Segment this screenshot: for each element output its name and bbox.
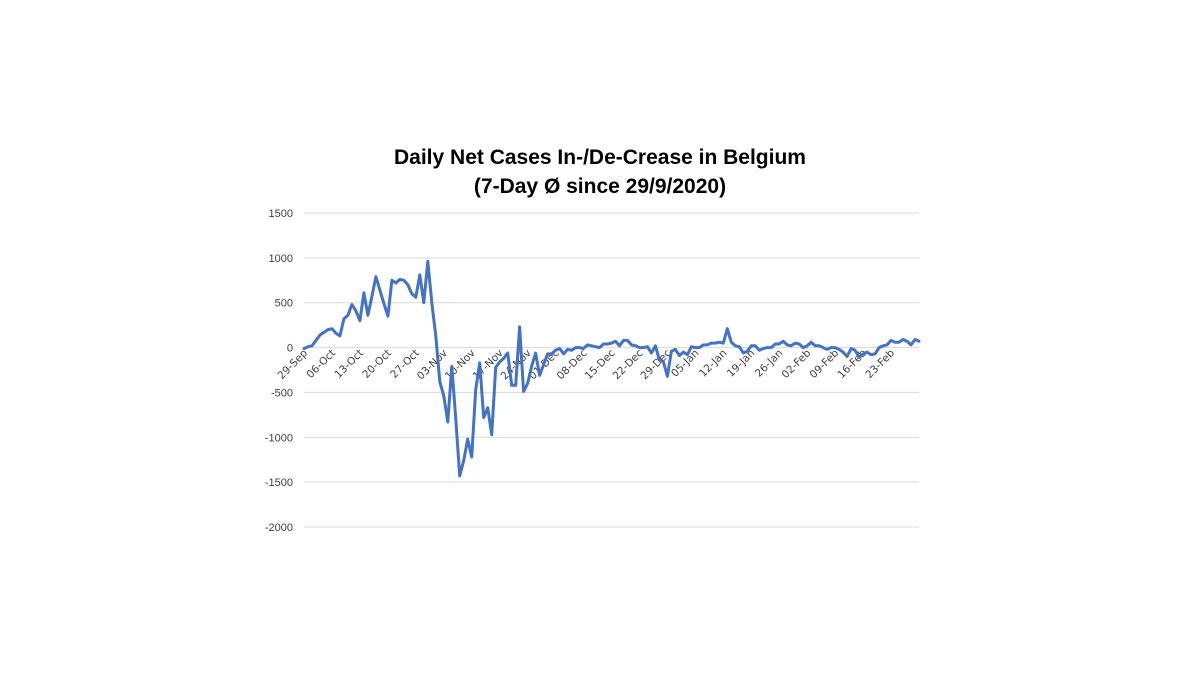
y-tick-label: -1500 xyxy=(265,477,293,489)
gridlines xyxy=(304,212,919,528)
chart-title-line-2: (7-Day Ø since 29/9/2020) xyxy=(474,175,726,198)
x-tick-label: 20-Oct xyxy=(360,347,394,381)
y-tick-label: 500 xyxy=(275,298,293,310)
x-tick-label: 09-Feb xyxy=(807,347,841,381)
y-tick-label: -2000 xyxy=(265,522,293,534)
series-line xyxy=(302,259,921,478)
y-tick-label: 1000 xyxy=(269,253,293,265)
y-axis-tick-labels: 1500 1000 500 0 -500 -1000 -1500 -2000 xyxy=(265,208,293,534)
y-tick-label: -1000 xyxy=(265,432,293,444)
chart-title-line-1: Daily Net Cases In-/De-Crease in Belgium xyxy=(394,146,806,169)
series-area xyxy=(302,259,921,478)
x-tick-label: 12-Jan xyxy=(697,347,729,379)
y-tick-label: 1500 xyxy=(269,208,293,220)
x-axis-tick-labels: 29-Sep06-Oct13-Oct20-Oct27-Oct03-Nov10-N… xyxy=(276,347,898,382)
x-tick-label: 02-Feb xyxy=(780,347,814,381)
y-tick-label: -500 xyxy=(271,387,293,399)
y-tick-label: 0 xyxy=(287,343,293,355)
x-tick-label: 06-Oct xyxy=(304,347,338,381)
x-tick-label: 13-Oct xyxy=(332,347,366,381)
